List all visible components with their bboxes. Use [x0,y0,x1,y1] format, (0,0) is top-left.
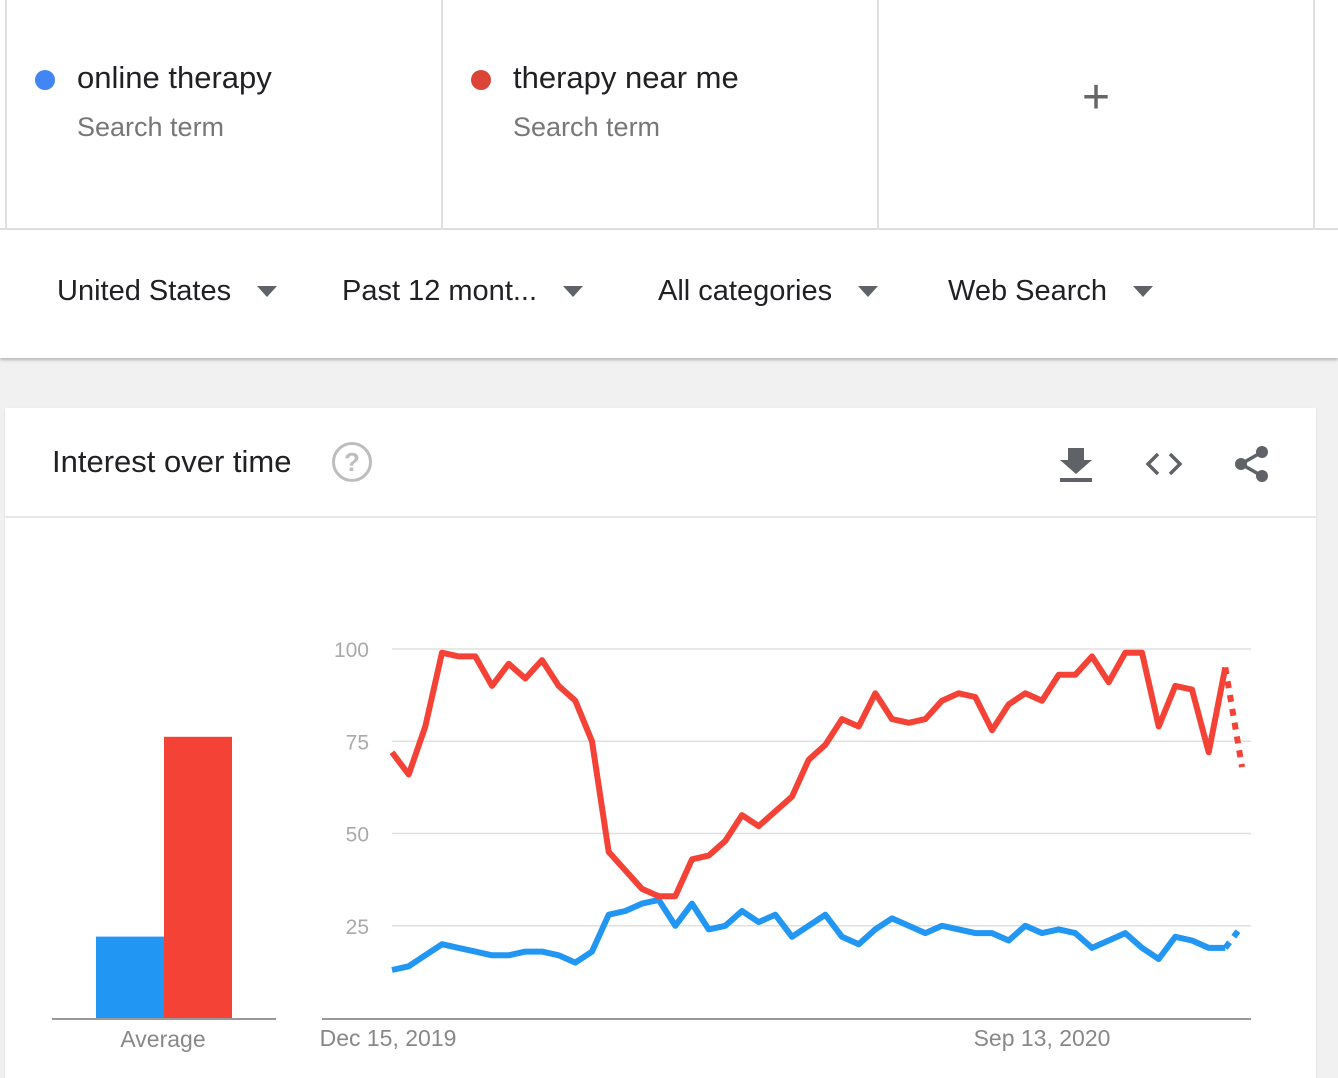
category-dropdown-label: All categories [658,275,833,307]
series-line-1[interactable] [391,896,1226,973]
term-1-name[interactable]: online therapy [77,60,272,95]
line-chart-series [389,649,1245,973]
embed-icon[interactable] [1142,442,1186,486]
card-header: Interest over time ? [5,408,1316,518]
y-tick-label-75: 75 [346,731,369,754]
term-2-color-dot [471,70,491,90]
average-bar-chart: Average [52,736,276,1052]
caret-down-icon [1133,286,1154,297]
plus-icon[interactable]: + [1081,71,1111,124]
term-card-2[interactable]: therapy near me Search term [441,0,877,228]
help-icon[interactable]: ? [332,442,372,482]
y-tick-label-50: 50 [346,824,369,847]
add-comparison-card[interactable]: + [877,0,1315,228]
x-tick-label-2: Sep 13, 2020 [974,1025,1111,1051]
region-dropdown-label: United States [57,275,232,307]
caret-down-icon [257,286,278,297]
y-tick-label-25: 25 [346,916,369,939]
share-icon[interactable] [1230,442,1274,486]
series-partial-line-1 [1222,923,1245,950]
category-dropdown[interactable]: All categories [658,275,879,308]
x-tick-label-1: Dec 15, 2019 [320,1025,457,1051]
caret-down-icon [858,286,879,297]
card-title: Interest over time [52,444,292,479]
download-icon[interactable] [1054,442,1098,486]
line-chart-grid: 100 75 50 25 [322,639,1251,1020]
term-1-color-dot [35,70,55,90]
interest-chart: Average 100 75 50 25 Dec 15, 2019 Sep 13, 20… [52,639,1251,1052]
term-2-name[interactable]: therapy near me [513,60,739,95]
caret-down-icon [563,286,584,297]
series-line-2[interactable] [389,649,1229,900]
interest-over-time-card: Interest over time ? Average 100 75 50 25 D… [5,408,1316,1078]
search-type-dropdown[interactable]: Web Search [948,275,1154,308]
term-card-1[interactable]: online therapy Search term [5,0,441,228]
search-terms-bar: online therapy Search term therapy near … [0,0,1338,230]
time-range-dropdown[interactable]: Past 12 mont... [342,275,584,308]
average-bar-2[interactable] [164,736,232,1018]
time-range-dropdown-label: Past 12 mont... [342,275,538,307]
y-tick-label-100: 100 [334,639,369,662]
region-dropdown[interactable]: United States [57,275,278,308]
average-bar-1[interactable] [96,936,164,1018]
search-type-dropdown-label: Web Search [948,275,1108,307]
average-category-label: Average [120,1026,205,1052]
line-chart-x-axis: Dec 15, 2019 Sep 13, 2020 [320,1025,1111,1051]
term-2-type: Search term [513,112,661,142]
filter-bar: United States Past 12 mont... All catego… [0,230,1338,358]
term-1-type: Search term [77,112,225,142]
series-partial-line-2 [1222,666,1245,768]
